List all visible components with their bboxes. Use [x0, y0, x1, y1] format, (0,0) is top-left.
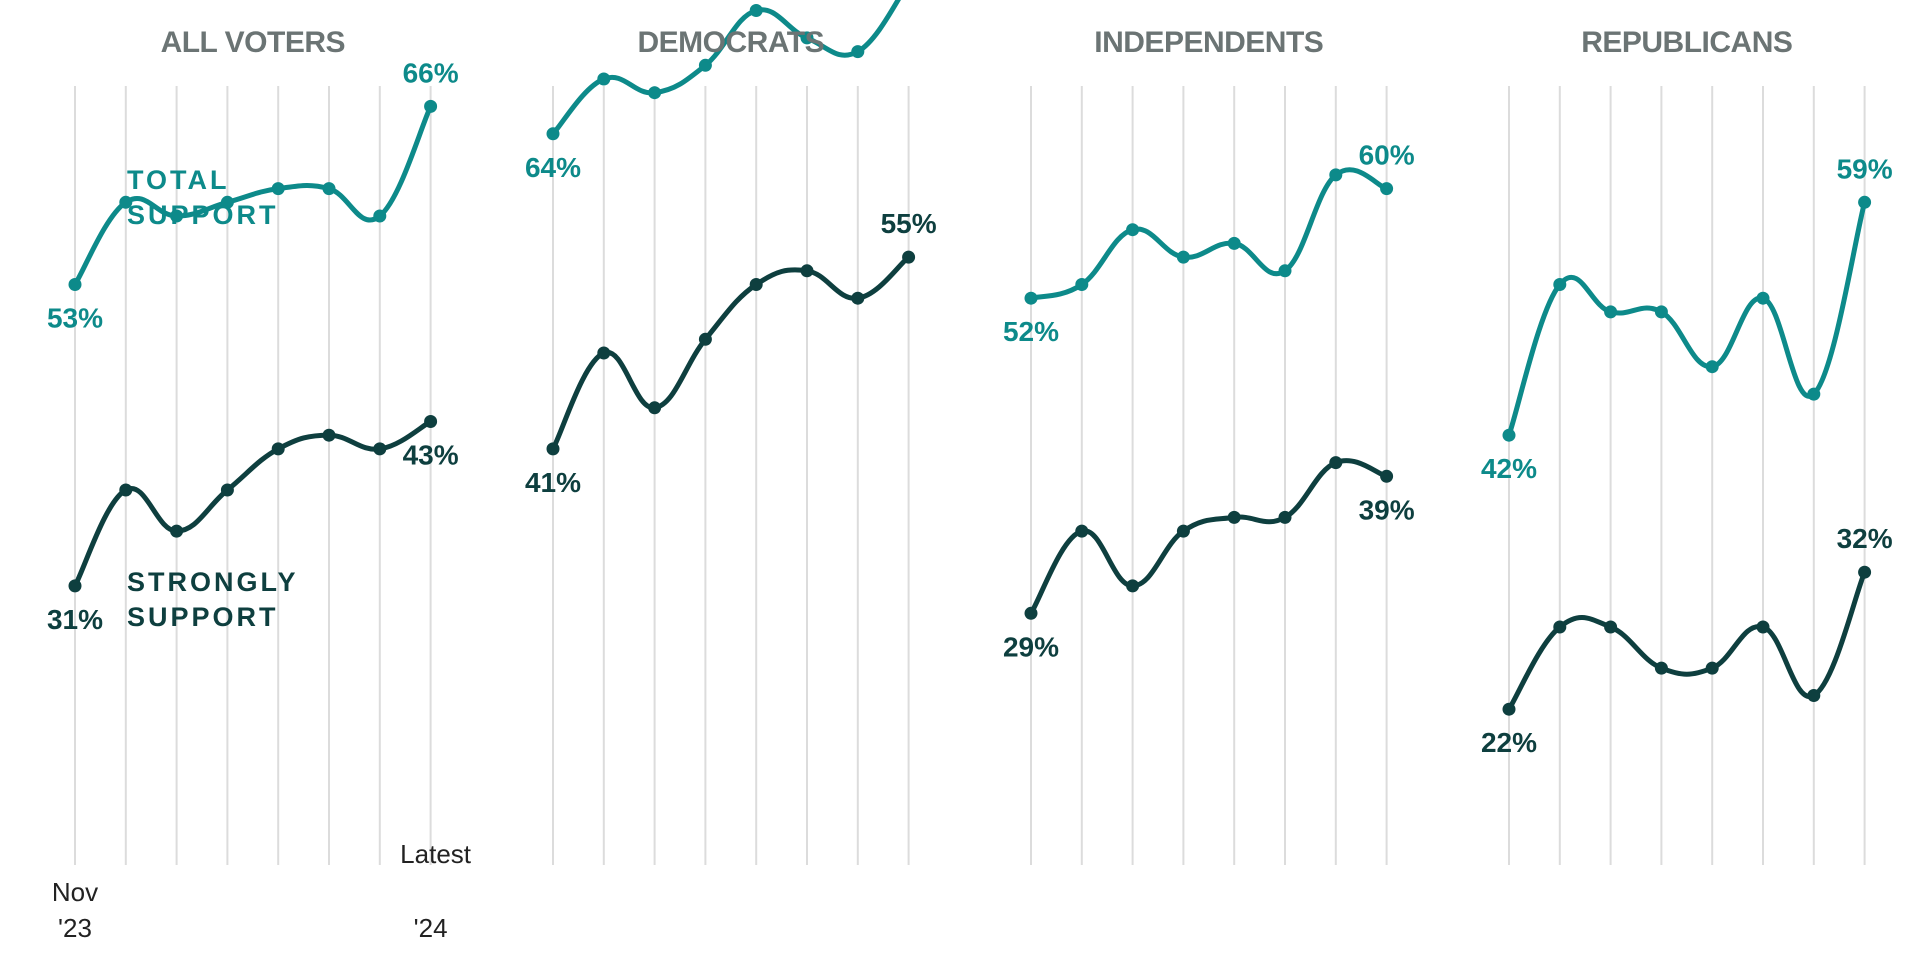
start-label-total-democrats: 64%	[525, 152, 581, 183]
start-label-strong-independents: 29%	[1003, 631, 1059, 662]
data-point-total-all-voters-7	[424, 99, 438, 113]
start-label-strong-republicans: 22%	[1481, 727, 1537, 758]
series-line-total-independents	[1028, 167, 1390, 301]
data-point-strong-independents-0	[1024, 606, 1038, 620]
end-label-strong-democrats: 55%	[881, 208, 937, 239]
data-point-total-all-voters-5	[322, 182, 336, 196]
data-point-total-all-voters-2	[170, 209, 184, 223]
panel-title-republicans: REPUBLICANS	[1581, 26, 1792, 59]
data-point-strong-democrats-7	[902, 250, 916, 264]
data-point-strong-all-voters-6	[373, 442, 387, 456]
data-point-strong-independents-7	[1380, 469, 1394, 483]
data-point-strong-republicans-2	[1604, 620, 1618, 634]
series-name-strong-line2: SUPPORT	[127, 602, 279, 632]
start-label-total-republicans: 42%	[1481, 453, 1537, 484]
data-point-strong-democrats-2	[648, 401, 662, 415]
end-label-total-independents: 60%	[1359, 140, 1415, 171]
data-point-strong-republicans-7	[1858, 565, 1872, 579]
data-point-total-republicans-4	[1705, 360, 1719, 374]
start-label-strong-democrats: 41%	[525, 467, 581, 498]
data-point-strong-independents-1	[1075, 524, 1089, 538]
data-point-strong-democrats-6	[851, 291, 865, 305]
data-point-strong-all-voters-4	[271, 442, 285, 456]
data-point-strong-democrats-5	[800, 264, 814, 278]
data-point-strong-all-voters-0	[68, 579, 82, 593]
start-label-strong-all-voters: 31%	[47, 604, 103, 635]
data-point-total-republicans-5	[1756, 291, 1770, 305]
data-point-strong-all-voters-3	[220, 483, 234, 497]
data-point-strong-democrats-1	[597, 346, 611, 360]
data-point-total-republicans-2	[1604, 305, 1618, 319]
data-point-strong-republicans-0	[1502, 702, 1516, 716]
data-point-total-all-voters-3	[220, 195, 234, 209]
data-point-strong-republicans-4	[1705, 661, 1719, 675]
data-point-total-independents-2	[1126, 223, 1140, 237]
data-point-strong-all-voters-1	[119, 483, 133, 497]
data-point-total-independents-0	[1024, 291, 1038, 305]
data-point-strong-republicans-3	[1654, 661, 1668, 675]
data-point-total-all-voters-4	[271, 182, 285, 196]
series-line-strong-republicans	[1506, 569, 1868, 712]
data-point-total-democrats-3	[698, 58, 712, 72]
data-point-strong-republicans-1	[1553, 620, 1567, 634]
data-point-total-republicans-1	[1553, 278, 1567, 291]
end-label-strong-all-voters: 43%	[403, 440, 459, 471]
data-point-strong-independents-2	[1126, 579, 1140, 593]
end-label-strong-independents: 39%	[1359, 494, 1415, 525]
data-point-total-democrats-0	[546, 127, 560, 141]
data-point-total-republicans-6	[1807, 387, 1821, 401]
data-point-strong-independents-6	[1329, 456, 1343, 470]
data-point-strong-democrats-0	[546, 442, 560, 456]
x-axis-end-label-line2: '24	[414, 913, 448, 943]
data-point-strong-all-voters-5	[322, 428, 336, 442]
series-line-total-all-voters	[72, 103, 434, 287]
data-point-total-independents-6	[1329, 168, 1343, 182]
data-point-strong-independents-3	[1176, 524, 1190, 538]
data-point-strong-democrats-3	[698, 332, 712, 346]
data-point-total-independents-4	[1227, 236, 1241, 250]
data-point-total-all-voters-6	[373, 209, 387, 223]
series-line-total-republicans	[1506, 199, 1868, 438]
data-point-total-republicans-7	[1858, 195, 1872, 209]
start-label-total-all-voters: 53%	[47, 303, 103, 334]
x-axis-start-label-line2: '23	[58, 913, 92, 943]
data-point-total-democrats-5	[800, 31, 814, 45]
data-point-strong-all-voters-7	[424, 415, 438, 428]
data-point-total-independents-3	[1176, 250, 1190, 264]
series-name-total-line2: SUPPORT	[127, 200, 279, 230]
data-point-total-democrats-1	[597, 72, 611, 86]
data-point-total-all-voters-0	[68, 278, 82, 291]
data-point-strong-democrats-4	[749, 278, 763, 291]
end-label-total-republicans: 59%	[1837, 153, 1893, 184]
panel-title-all-voters: ALL VOTERS	[161, 26, 345, 59]
series-name-total-line1: TOTAL	[127, 165, 230, 195]
data-point-total-democrats-2	[648, 86, 662, 100]
data-point-strong-independents-5	[1278, 510, 1292, 524]
data-point-strong-all-voters-2	[170, 524, 184, 538]
end-label-total-all-voters: 66%	[403, 57, 459, 88]
data-point-strong-republicans-5	[1756, 620, 1770, 634]
data-point-total-republicans-0	[1502, 428, 1516, 442]
series-line-total-democrats	[550, 0, 901, 137]
data-point-total-republicans-3	[1654, 305, 1668, 319]
data-point-total-independents-7	[1380, 182, 1394, 196]
x-axis-end-label-line1: Latest	[400, 839, 472, 869]
end-label-strong-republicans: 32%	[1837, 523, 1893, 554]
panel-title-independents: INDEPENDENTS	[1094, 26, 1323, 59]
data-point-total-independents-5	[1278, 264, 1292, 278]
data-point-total-all-voters-1	[119, 195, 133, 209]
x-axis-start-label-line1: Nov	[52, 877, 98, 907]
data-point-strong-independents-4	[1227, 510, 1241, 524]
start-label-total-independents: 52%	[1003, 316, 1059, 347]
data-point-total-democrats-6	[851, 45, 865, 59]
data-point-strong-republicans-6	[1807, 689, 1821, 702]
panel-title-democrats: DEMOCRATS	[637, 26, 824, 59]
data-point-total-democrats-4	[749, 4, 763, 17]
series-name-strong-line1: STRONGLY	[127, 567, 299, 597]
data-point-total-independents-1	[1075, 278, 1089, 291]
